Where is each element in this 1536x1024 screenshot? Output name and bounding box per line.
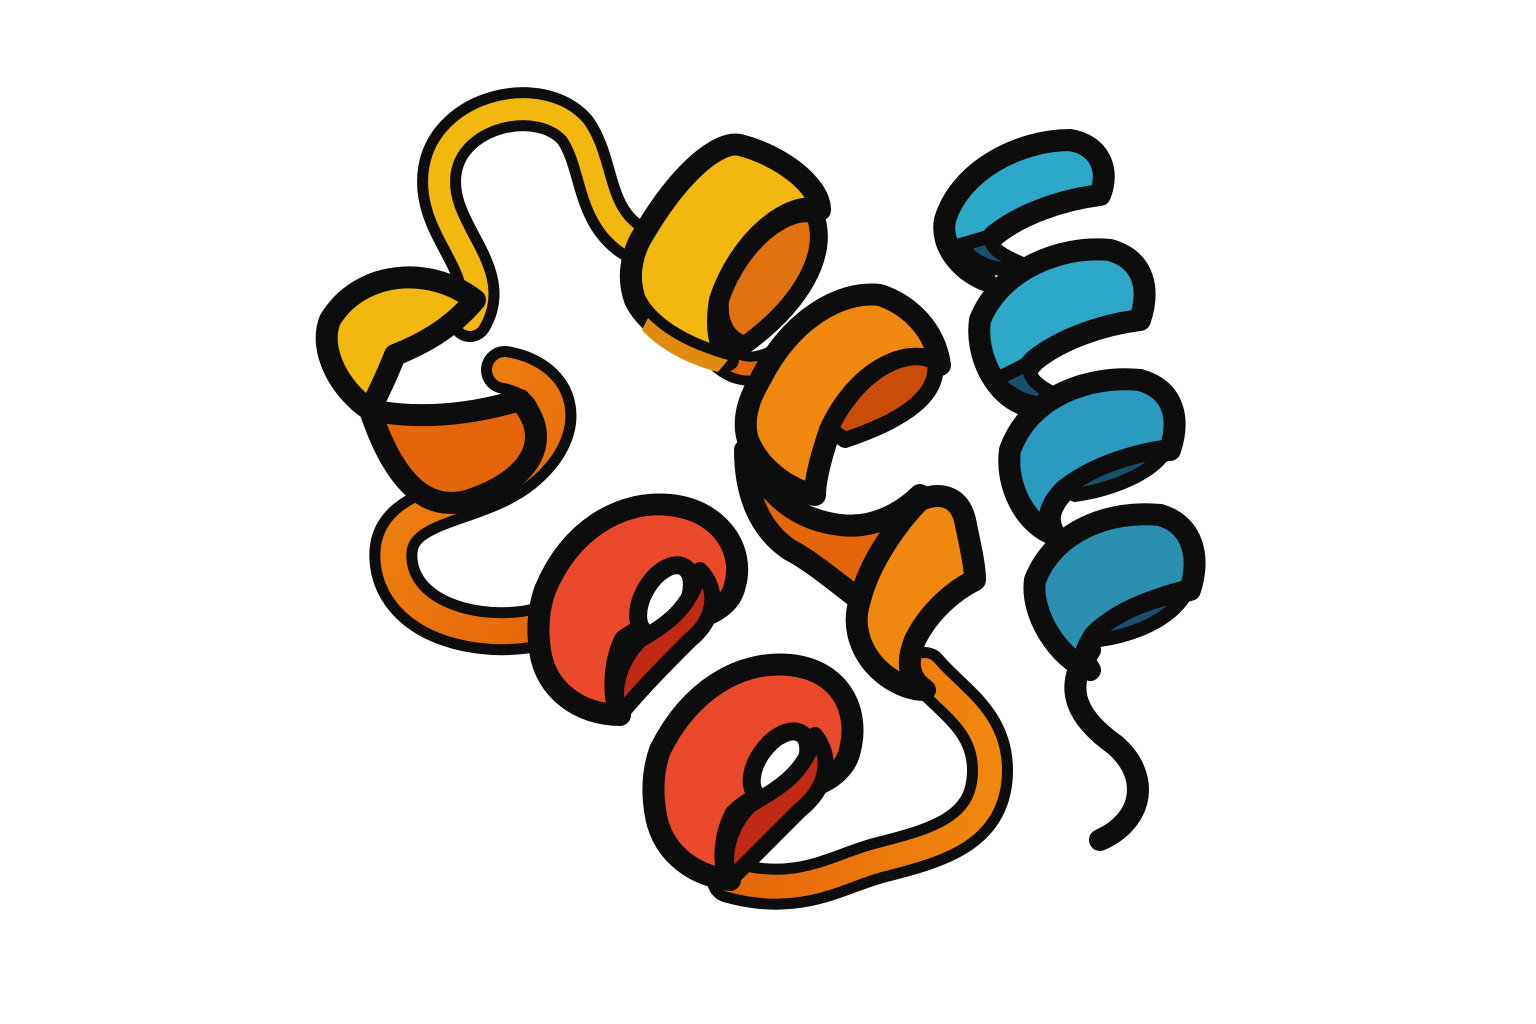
loop-yellow-top <box>417 87 662 342</box>
helix-d-ribbon <box>933 129 1206 681</box>
loop-orange-bottom <box>707 647 1013 910</box>
helix-a-upper-ribbon <box>619 133 831 372</box>
helix-a-left-ribbon <box>315 266 547 514</box>
loop-blue-tail <box>1064 639 1149 851</box>
loop-orange-left <box>369 346 577 656</box>
helix-c-ribbon <box>527 493 864 891</box>
helix-b-ribbon <box>734 283 986 701</box>
